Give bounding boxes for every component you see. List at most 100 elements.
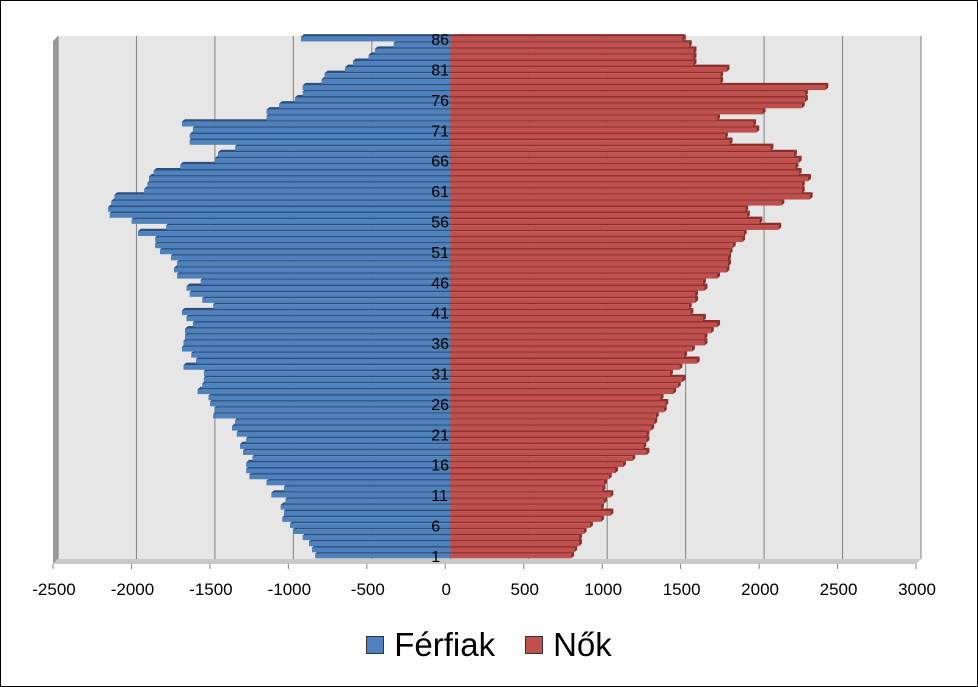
bar-nok-age-81-end	[726, 64, 730, 72]
bar-ferfiak-age-79-face	[321, 79, 451, 84]
bar-nok-age-77-face	[450, 91, 805, 97]
bar-ferfiak-age-39-face	[192, 322, 451, 328]
bar-ferfiak-age-63-face	[149, 176, 451, 182]
bar-ferfiak-age-21-face	[236, 431, 451, 437]
bar-ferfiak-age-2-face	[312, 547, 451, 553]
age-tick-label: 81	[431, 62, 449, 79]
bar-nok-age-19-end	[643, 441, 647, 449]
bar-ferfiak-age-19-face	[240, 444, 451, 449]
bar-ferfiak-age-15-face	[246, 468, 451, 474]
bar-nok-age-29-face	[450, 383, 678, 389]
bar-nok-age-20-end	[646, 435, 650, 443]
bar-ferfiak-age-75-face	[279, 103, 451, 109]
bar-ferfiak-age-7-face	[282, 517, 451, 522]
bar-nok-age-47-face	[450, 273, 718, 279]
bar-ferfiak-age-50-face	[170, 255, 451, 261]
bar-nok-age-2-end	[574, 545, 578, 553]
bar-nok-age-8-face	[450, 511, 611, 516]
x-tick-label: 500	[511, 580, 539, 599]
bar-nok-age-36-face	[450, 340, 705, 346]
bar-nok-age-57-end	[746, 210, 750, 218]
bar-nok-age-36-end	[704, 338, 708, 346]
bar-ferfiak-age-18-face	[243, 450, 451, 455]
bar-ferfiak-age-84-face	[374, 48, 451, 54]
bar-nok-age-45-face	[450, 286, 705, 291]
bar-nok-age-37-face	[450, 334, 705, 340]
bar-ferfiak-age-80-face	[324, 73, 451, 78]
bar-nok-age-6-end	[589, 520, 593, 528]
bar-nok-age-15-end	[615, 465, 619, 474]
bar-nok-age-83-end	[693, 52, 697, 60]
bar-nok-age-41-face	[450, 310, 691, 316]
bar-ferfiak-age-74-face	[266, 109, 451, 115]
bar-nok-age-6-face	[450, 523, 590, 528]
bar-nok-age-12-face	[450, 486, 603, 492]
bar-nok-age-60-face	[450, 194, 810, 200]
bar-nok-age-17-face	[450, 456, 633, 462]
bar-ferfiak-age-70-face	[189, 133, 451, 139]
bar-nok-age-73-end	[717, 113, 721, 121]
bar-nok-age-35-face	[450, 346, 692, 352]
bar-ferfiak-age-33-face	[196, 358, 451, 364]
bar-nok-age-38-face	[450, 328, 711, 334]
bar-nok-age-67-end	[793, 149, 797, 157]
bar-nok-age-15-face	[450, 468, 616, 474]
bar-ferfiak-age-83-face	[368, 54, 451, 60]
age-tick-label: 66	[431, 154, 449, 171]
bar-ferfiak-age-27-face	[208, 395, 451, 401]
bar-nok-age-45-end	[704, 283, 708, 291]
age-tick-label: 36	[431, 336, 449, 353]
bar-nok-age-18-face	[450, 450, 647, 455]
bar-ferfiak-age-76-face	[294, 97, 451, 103]
bar-ferfiak-age-40-face	[186, 316, 451, 322]
x-tick-label: 2000	[741, 580, 779, 599]
bar-nok-age-85-face	[450, 42, 689, 48]
bar-nok-age-79-end	[720, 76, 724, 84]
bar-nok-age-25-face	[450, 407, 664, 413]
bar-nok-age-40-end	[702, 313, 706, 322]
x-tick-label: 1000	[584, 580, 622, 599]
bar-nok-age-62-face	[450, 182, 802, 188]
bar-nok-age-61-face	[450, 188, 802, 194]
bar-ferfiak-age-17-face	[252, 456, 451, 462]
age-tick-label: 71	[431, 123, 449, 140]
bar-nok-age-65-end	[795, 161, 799, 170]
bar-nok-age-39-end	[717, 319, 721, 328]
bar-nok-age-68-end	[770, 143, 774, 151]
bar-nok-age-42-face	[450, 304, 689, 309]
bar-ferfiak-age-23-face	[235, 419, 451, 425]
bar-ferfiak-age-64-face	[153, 170, 451, 176]
bar-ferfiak-age-60-face	[114, 194, 451, 200]
legend-label-ferfiak: Férfiak	[394, 626, 496, 663]
bar-ferfiak-age-9-face	[280, 504, 451, 510]
x-tick-label: -1500	[189, 580, 232, 599]
bar-nok-age-52-face	[450, 243, 733, 249]
x-tick-label: -2500	[32, 580, 75, 599]
bar-nok-age-58-end	[745, 204, 749, 212]
bar-ferfiak-age-59-face	[111, 200, 451, 206]
bar-nok-age-22-face	[450, 425, 652, 431]
bar-nok-age-81-face	[450, 67, 727, 72]
bar-ferfiak-age-1-face	[315, 553, 451, 559]
bar-nok-age-46-end	[702, 277, 706, 285]
bar-ferfiak-age-67-face	[218, 152, 451, 157]
bar-nok-age-49-face	[450, 261, 729, 267]
age-tick-label: 21	[431, 427, 449, 444]
bar-ferfiak-age-43-face	[202, 298, 451, 303]
bar-nok-age-44-face	[450, 292, 696, 297]
bar-nok-age-82-face	[450, 60, 694, 66]
bar-nok-age-52-end	[732, 240, 736, 249]
bar-nok-age-44-end	[695, 289, 699, 297]
x-tick-label: 0	[442, 580, 451, 599]
bar-ferfiak-age-38-face	[185, 328, 451, 334]
bar-ferfiak-age-55-face	[166, 225, 451, 230]
bar-ferfiak-age-58-face	[108, 206, 451, 212]
bar-nok-age-9-end	[600, 502, 604, 510]
bar-ferfiak-age-42-face	[213, 304, 451, 309]
age-tick-label: 31	[431, 367, 449, 384]
bar-ferfiak-age-4-face	[302, 535, 451, 541]
x-tick-label: 1500	[663, 580, 701, 599]
bar-nok-age-73-face	[450, 115, 718, 121]
bar-nok-age-18-end	[646, 447, 650, 455]
bar-nok-age-4-face	[450, 535, 579, 541]
